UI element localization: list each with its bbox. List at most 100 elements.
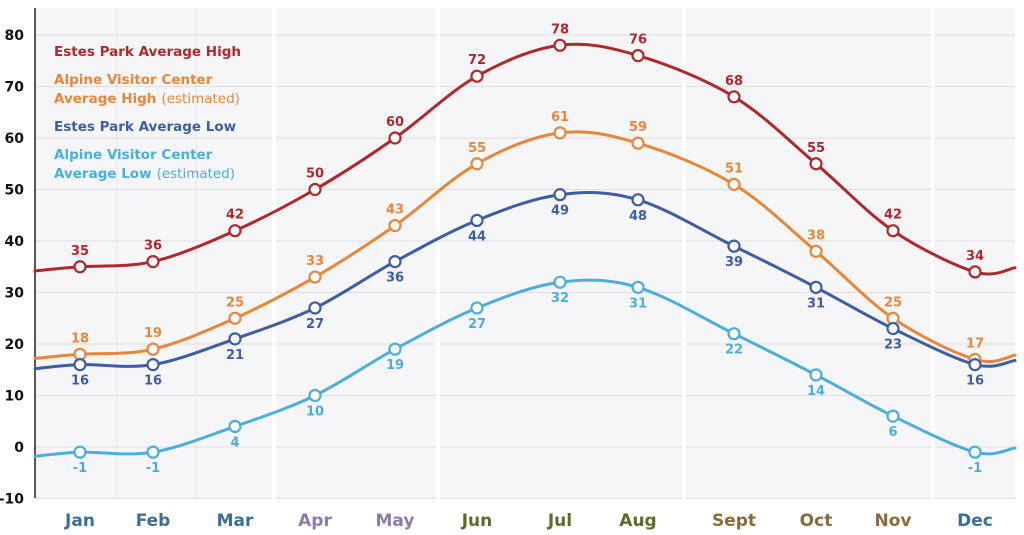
data-label: -1 (968, 461, 982, 476)
y-tick-label: 60 (5, 131, 25, 147)
data-label: 42 (226, 208, 244, 223)
data-point (886, 321, 900, 336)
data-label-layer: 35 36 42 50 60 72 78 76 68 55 42 34 18 19 25 33 43 55 61 59… (71, 22, 984, 476)
data-label: 59 (629, 120, 647, 135)
data-label: 49 (551, 204, 569, 219)
y-tick-label: 50 (5, 183, 25, 199)
data-point (228, 311, 242, 325)
legend-label: Average High (estimated) (54, 91, 240, 107)
data-point (470, 213, 484, 227)
y-tick-label: 40 (5, 234, 25, 250)
data-label: 25 (226, 295, 244, 310)
grid-layer (35, 8, 1015, 499)
data-point (886, 224, 900, 238)
series-line (33, 191, 1017, 371)
y-tick-label: 70 (5, 80, 25, 96)
data-label: 34 (966, 249, 984, 264)
x-tick-label: May (376, 511, 415, 531)
data-point (727, 327, 741, 341)
x-tick-label: Feb (136, 511, 171, 531)
data-label: 43 (386, 203, 404, 218)
data-label: 60 (386, 115, 404, 130)
data-point (809, 244, 823, 258)
data-label: 14 (807, 384, 825, 399)
data-point (388, 131, 402, 145)
data-point (73, 358, 87, 372)
data-label: 50 (306, 167, 324, 182)
data-point (553, 126, 567, 140)
data-label: 35 (71, 244, 89, 259)
data-label: 16 (71, 374, 89, 389)
data-point (886, 409, 900, 423)
x-tick-label: Aug (619, 511, 656, 531)
data-label: 39 (725, 255, 743, 270)
data-label: 25 (884, 295, 902, 310)
data-label: 16 (144, 374, 162, 389)
data-label: 6 (888, 425, 897, 440)
data-point (968, 445, 982, 459)
data-label: 4 (230, 435, 239, 450)
legend-label: Average Low (estimated) (54, 166, 235, 182)
x-tick-label: Oct (800, 511, 833, 531)
data-point (470, 157, 484, 171)
plot-background (35, 8, 1015, 498)
data-label: 48 (629, 209, 647, 224)
data-point (470, 69, 484, 83)
data-point (73, 445, 87, 459)
data-label: 19 (144, 326, 162, 341)
data-point (553, 188, 567, 202)
data-label: 23 (884, 338, 902, 353)
data-point (727, 177, 741, 191)
data-point (631, 193, 645, 207)
x-tick-label: Apr (298, 511, 332, 531)
data-label: 22 (725, 343, 743, 358)
data-point (553, 275, 567, 289)
data-point (388, 255, 402, 269)
x-tick-label: Jul (547, 511, 572, 531)
series-line (33, 278, 1017, 458)
y-tick-label: 20 (5, 337, 25, 353)
data-label: 44 (468, 229, 486, 244)
data-label: 27 (306, 317, 324, 332)
x-tick-label: Dec (957, 511, 993, 531)
data-point (228, 332, 242, 346)
x-tick-label: Jun (461, 511, 493, 531)
data-label: 33 (306, 254, 324, 269)
season-separators (116, 0, 935, 510)
data-point (228, 224, 242, 238)
data-label: 36 (144, 239, 162, 254)
data-label: 18 (71, 331, 89, 346)
data-point (146, 342, 160, 356)
data-point (631, 136, 645, 150)
data-point (308, 182, 322, 197)
y-tick-label: 80 (5, 28, 25, 44)
axis-layer: -10 0 10 20 30 40 50 60 70 80 Jan Feb Mar Apr May Jun Ju… (0, 8, 993, 531)
legend-label: Estes Park Average High (54, 44, 241, 60)
series-line (33, 42, 1017, 276)
legend-label: Estes Park Average Low (54, 119, 236, 135)
y-tick-label: 10 (5, 389, 25, 405)
legend-note: (estimated) (161, 91, 240, 107)
data-point (470, 301, 484, 315)
y-tick-label: -10 (0, 492, 24, 508)
series-3 (33, 188, 1017, 372)
legend-label: Alpine Visitor Center (54, 72, 213, 88)
data-point (809, 368, 823, 382)
x-tick-label: Jan (64, 511, 95, 531)
data-label: -1 (73, 461, 87, 476)
data-point (146, 445, 160, 459)
legend-entry: Estes Park Average High (54, 44, 241, 60)
data-label: 72 (468, 53, 486, 68)
legend-entry: Alpine Visitor Center Average Low (estimat… (54, 147, 235, 182)
data-point (73, 260, 87, 274)
data-label: 55 (807, 141, 825, 156)
legend-note: (estimated) (157, 166, 236, 182)
data-point (308, 270, 322, 284)
data-point (809, 280, 823, 294)
data-point (146, 358, 160, 372)
data-point (727, 90, 741, 104)
data-point (308, 301, 322, 315)
x-tick-label: Nov (875, 511, 912, 531)
